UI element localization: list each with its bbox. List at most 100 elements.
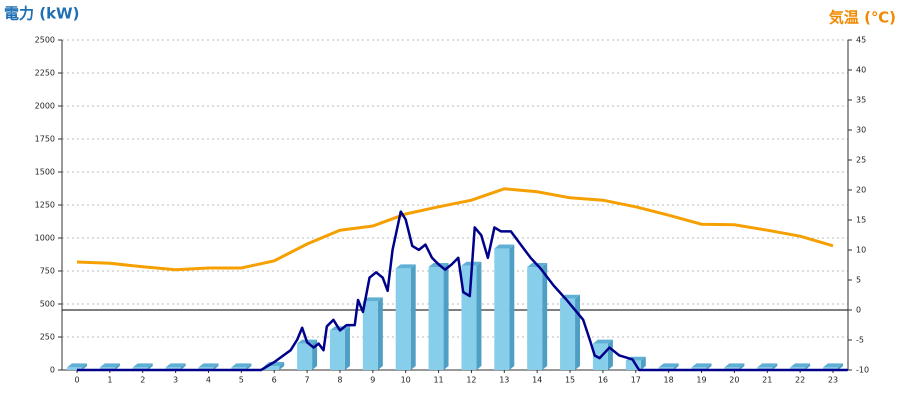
bar-top [165,363,186,368]
bar-top [691,363,712,368]
bar-top [724,363,745,368]
bar-side [443,263,449,370]
x-tick-label: 8 [337,376,342,385]
bar-side [410,264,416,370]
bar-side [377,297,383,370]
bar-top [823,363,843,368]
bar-side [213,363,219,370]
bar-front [329,330,345,370]
bar-side [82,363,87,370]
bar-front [67,367,82,370]
y2-tick-label: 15 [856,216,866,225]
bar-side [805,363,811,370]
y-tick-label: 2500 [35,36,55,45]
x-tick-label: 22 [795,376,805,385]
bar [165,363,186,370]
x-tick-label: 6 [272,376,277,385]
bar-front [264,366,280,370]
x-tick-label: 3 [173,376,178,385]
bar [99,363,120,370]
bar-top [658,363,679,368]
bar-side [706,363,712,370]
bar [428,263,449,370]
bar [691,363,712,370]
bar [757,363,778,370]
bar-front [428,267,444,370]
bar-side [673,363,679,370]
bar-top [99,363,120,368]
y2-tick-label: 20 [856,186,866,195]
bar [560,294,581,370]
bar-side [279,362,285,370]
bar [67,363,87,370]
y2-tick-label: 5 [856,276,861,285]
y-tick-label: 1250 [35,201,55,210]
x-tick-label: 5 [239,376,244,385]
bar-top [362,297,383,302]
y-tick-label: 1500 [35,168,55,177]
x-tick-label: 0 [74,376,79,385]
bar-top [67,363,87,368]
bar-front [790,367,806,370]
y2-tick-label: 25 [856,156,866,165]
bar-top [231,363,252,368]
x-tick-label: 14 [532,376,542,385]
bar-side [344,326,350,370]
x-tick-label: 18 [664,376,674,385]
x-tick-label: 7 [305,376,310,385]
y-tick-label: 750 [40,267,55,276]
bar [494,244,515,370]
bar-front [198,367,214,370]
bar [823,363,843,370]
bar-side [739,363,745,370]
y-tick-label: 0 [50,366,55,375]
bar-front [132,367,148,370]
y2-tick-label: 35 [856,96,866,105]
bar [527,263,548,370]
x-tick-label: 16 [598,376,608,385]
bar-front [231,367,247,370]
bar-side [640,356,646,370]
bar [297,339,318,370]
bar-side [542,263,548,370]
x-tick-label: 13 [499,376,509,385]
bar-front [757,367,773,370]
bar-front [560,298,576,370]
bar [790,363,811,370]
x-tick-label: 23 [828,376,838,385]
right-axis-title: 気温 (℃) [829,9,896,27]
bar-front [165,367,181,370]
bar-side [607,339,613,370]
bar-front [461,265,477,370]
x-tick-label: 10 [401,376,411,385]
y2-tick-label: 0 [856,306,861,315]
bar [362,297,383,370]
x-tick-label: 11 [433,376,443,385]
bar-top [790,363,811,368]
bar-top [132,363,153,368]
x-tick-label: 4 [206,376,211,385]
bar-front [99,367,115,370]
y2-tick-label: 45 [856,36,866,45]
x-tick-label: 19 [696,376,706,385]
bar-side [509,244,515,370]
y2-tick-label: -5 [856,336,864,345]
bar-front [362,301,378,370]
y-tick-label: 2250 [35,69,55,78]
x-tick-label: 17 [631,376,641,385]
left-axis-title: 電力 (kW) [4,5,79,23]
y2-tick-label: 30 [856,126,866,135]
temperature-line [76,187,834,272]
y2-tick-label: -10 [856,366,869,375]
bar-front [297,343,313,370]
bar-front [691,367,707,370]
bar-front [395,268,411,370]
y2-tick-label: 40 [856,66,866,75]
power-line [77,210,848,372]
bar-side [114,363,120,370]
bar [658,363,679,370]
x-tick-label: 2 [140,376,145,385]
y2-tick-label: 10 [856,246,866,255]
bar-top [592,339,613,344]
